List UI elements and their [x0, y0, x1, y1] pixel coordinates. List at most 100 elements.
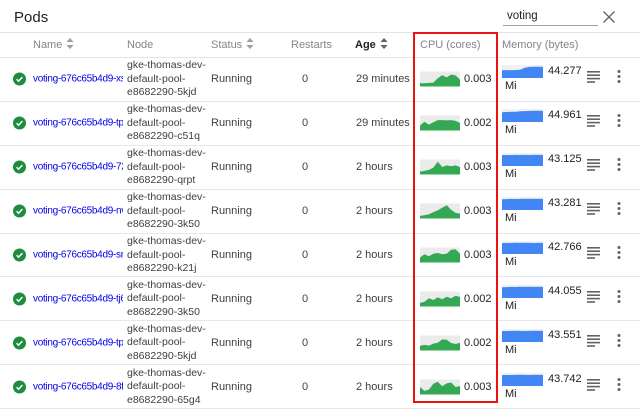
logs-icon[interactable]: [587, 114, 601, 132]
search-field-wrap: [503, 6, 598, 26]
kebab-menu-icon[interactable]: [617, 289, 621, 308]
cpu-sparkline-chart: [420, 71, 460, 87]
memory-value: 43.125: [548, 153, 582, 166]
cpu-value: 0.003: [464, 205, 492, 218]
cpu-sparkline-chart: [420, 291, 460, 307]
page-header: Pods: [0, 0, 640, 33]
memory-cell: 43.281 Mi: [502, 197, 582, 225]
pod-age: 2 hours: [356, 380, 393, 393]
pod-name-link[interactable]: voting-676c65b4d9-tpr: [33, 117, 123, 129]
logs-icon[interactable]: [587, 378, 601, 396]
pod-restarts: 0: [302, 161, 309, 174]
memory-value: 44.055: [548, 284, 582, 297]
page-title: Pods: [14, 9, 49, 26]
logs-icon[interactable]: [587, 246, 601, 264]
kebab-menu-icon[interactable]: [617, 114, 621, 133]
memory-value: 44.277: [548, 65, 582, 78]
memory-unit: Mi: [505, 80, 517, 93]
pod-age: 2 hours: [356, 161, 393, 174]
memory-cell: 44.055 Mi: [502, 284, 582, 313]
logs-icon[interactable]: [587, 334, 601, 352]
pod-name-link[interactable]: voting-676c65b4d9-8f8: [33, 381, 123, 393]
cpu-value: 0.002: [464, 336, 492, 349]
pod-status: Running: [211, 73, 252, 86]
kebab-menu-icon[interactable]: [617, 333, 621, 352]
pod-status: Running: [211, 336, 252, 349]
memory-cell: 43.125 Mi: [502, 153, 582, 181]
memory-cell: 44.961 Mi: [502, 109, 582, 137]
column-header-status[interactable]: Status: [211, 38, 254, 52]
table-row: voting-676c65b4d9-tpj gke-thomas-dev- de…: [0, 321, 640, 366]
memory-unit: Mi: [505, 343, 517, 356]
pod-status: Running: [211, 117, 252, 130]
cpu-sparkline-chart: [420, 335, 460, 351]
memory-value: 43.281: [548, 197, 582, 210]
node-name: gke-thomas-dev- default-pool- e8682290-k…: [127, 234, 206, 274]
logs-icon[interactable]: [587, 158, 601, 176]
pod-name-link[interactable]: voting-676c65b4d9-xs-: [33, 73, 123, 85]
logs-icon[interactable]: [587, 290, 601, 308]
memory-cell: 43.551 Mi: [502, 328, 582, 357]
kebab-menu-icon[interactable]: [617, 377, 621, 396]
pod-restarts: 0: [302, 380, 309, 393]
memory-value: 44.961: [548, 109, 582, 122]
memory-value: 42.766: [548, 241, 582, 253]
column-header-memory: Memory (bytes): [502, 39, 579, 51]
status-ok-icon: [13, 292, 26, 306]
memory-unit: Mi: [505, 212, 517, 225]
cpu-value: 0.003: [464, 380, 492, 393]
pod-restarts: 0: [302, 73, 309, 86]
cpu-value: 0.003: [464, 249, 492, 261]
status-ok-icon: [13, 116, 26, 130]
memory-cell: 42.766 Mi: [502, 241, 582, 269]
pod-name-link[interactable]: voting-676c65b4d9-tpj: [33, 337, 123, 349]
cpu-sparkline-chart: [420, 379, 460, 395]
node-name: gke-thomas-dev- default-pool- e8682290-q…: [127, 146, 206, 186]
logs-icon[interactable]: [587, 202, 601, 220]
table-row: voting-676c65b4d9-8f8 gke-thomas-dev- de…: [0, 365, 640, 410]
cpu-sparkline-chart: [420, 203, 460, 219]
pod-restarts: 0: [302, 205, 309, 218]
memory-unit: Mi: [505, 124, 517, 137]
pod-name-link[interactable]: voting-676c65b4d9-72: [33, 161, 123, 173]
pods-table-body: voting-676c65b4d9-xs- gke-thomas-dev- de…: [0, 58, 640, 410]
node-name: gke-thomas-dev- default-pool- e8682290-3…: [127, 190, 206, 230]
node-name: gke-thomas-dev- default-pool- e8682290-5…: [127, 322, 206, 362]
pod-name-link[interactable]: voting-676c65b4d9-srl: [33, 249, 123, 261]
logs-icon[interactable]: [587, 70, 601, 88]
cpu-value: 0.003: [464, 73, 492, 86]
cpu-sparkline-chart: [420, 159, 460, 175]
pod-restarts: 0: [302, 336, 309, 349]
pod-age: 2 hours: [356, 205, 393, 218]
status-ok-icon: [13, 248, 26, 262]
column-header-age[interactable]: Age: [355, 38, 388, 52]
status-ok-icon: [13, 160, 26, 174]
kebab-menu-icon[interactable]: [617, 246, 621, 265]
cpu-sparkline-chart: [420, 247, 460, 263]
node-name: gke-thomas-dev- default-pool- e8682290-6…: [127, 366, 206, 406]
sort-arrows-icon: [380, 38, 388, 52]
status-ok-icon: [13, 380, 26, 394]
table-row: voting-676c65b4d9-nvt gke-thomas-dev- de…: [0, 190, 640, 234]
close-icon[interactable]: [602, 10, 616, 24]
table-row: voting-676c65b4d9-xs- gke-thomas-dev- de…: [0, 58, 640, 102]
cpu-value: 0.003: [464, 161, 492, 174]
cpu-sparkline-chart: [420, 115, 460, 131]
kebab-menu-icon[interactable]: [617, 158, 621, 177]
kebab-menu-icon[interactable]: [617, 202, 621, 221]
table-row: voting-676c65b4d9-tj6 gke-thomas-dev- de…: [0, 277, 640, 322]
search-input[interactable]: [503, 8, 598, 26]
node-name: gke-thomas-dev- default-pool- e8682290-3…: [127, 278, 206, 318]
pod-name-link[interactable]: voting-676c65b4d9-nvt: [33, 205, 123, 217]
table-header-row: Name Node Status Restarts Age CPU (cores…: [0, 33, 640, 58]
column-header-cpu: CPU (cores): [420, 39, 481, 51]
table-row: voting-676c65b4d9-tpr gke-thomas-dev- de…: [0, 102, 640, 146]
pod-age: 29 minutes: [356, 117, 410, 130]
pod-age: 2 hours: [356, 249, 393, 261]
memory-unit: Mi: [505, 299, 517, 312]
memory-cell: 43.742 Mi: [502, 372, 582, 401]
pod-name-link[interactable]: voting-676c65b4d9-tj6: [33, 293, 123, 305]
column-header-name[interactable]: Name: [33, 38, 74, 52]
kebab-menu-icon[interactable]: [617, 70, 621, 89]
pod-age: 2 hours: [356, 292, 393, 305]
